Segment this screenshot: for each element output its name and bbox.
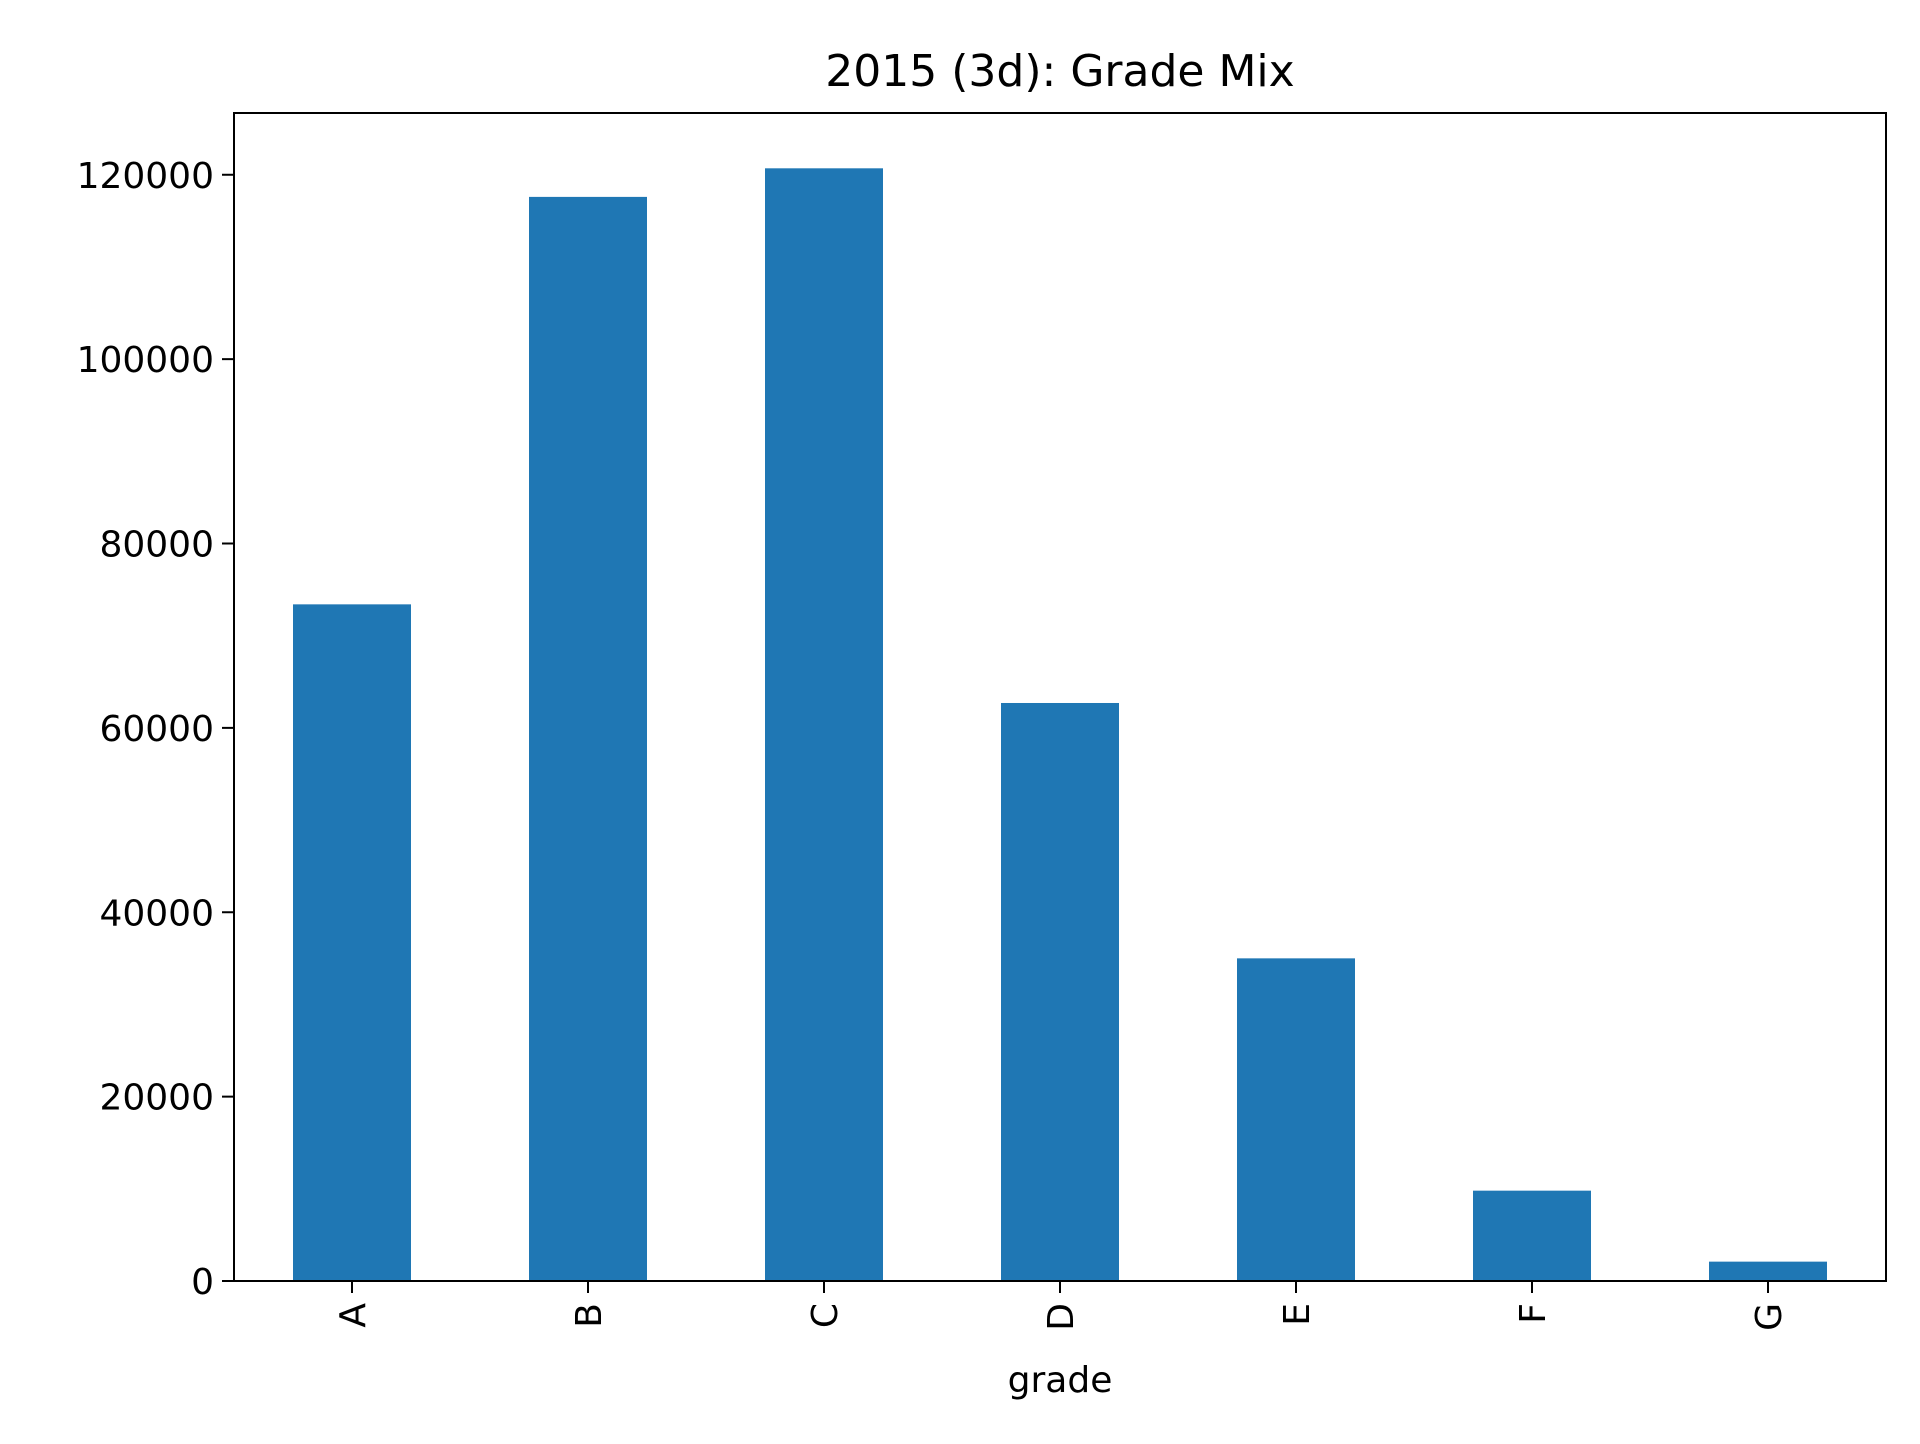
bar-C — [765, 168, 883, 1281]
x-tick-label: D — [1041, 1303, 1082, 1331]
chart-title: 2015 (3d): Grade Mix — [825, 46, 1294, 97]
y-tick-label: 0 — [191, 1262, 214, 1303]
x-tick-label: B — [569, 1303, 610, 1328]
bar-G — [1709, 1261, 1827, 1281]
x-axis-label: grade — [1008, 1360, 1113, 1401]
y-tick-label: 60000 — [99, 709, 214, 750]
x-tick-label: E — [1277, 1303, 1318, 1326]
bar-A — [293, 604, 411, 1281]
y-tick-label: 80000 — [99, 525, 214, 566]
bar-F — [1473, 1190, 1591, 1281]
x-tick-label: F — [1513, 1303, 1554, 1324]
x-ticks-layer: A B C D E F G — [333, 1281, 1790, 1331]
bar-D — [1001, 702, 1119, 1281]
x-tick-label: G — [1749, 1303, 1790, 1331]
y-tick-label: 120000 — [77, 156, 214, 197]
x-tick-label: C — [805, 1303, 846, 1328]
bars-layer — [293, 168, 1827, 1281]
bar-B — [529, 196, 647, 1281]
y-tick-label: 20000 — [99, 1078, 214, 1119]
y-tick-label: 100000 — [77, 340, 214, 381]
plot-frame — [233, 112, 1887, 1282]
y-ticks-layer: 0 20000 40000 60000 80000 100000 120000 — [77, 156, 234, 1303]
x-tick-label: A — [333, 1303, 374, 1328]
y-tick-label: 40000 — [99, 893, 214, 934]
bar-E — [1237, 958, 1355, 1281]
